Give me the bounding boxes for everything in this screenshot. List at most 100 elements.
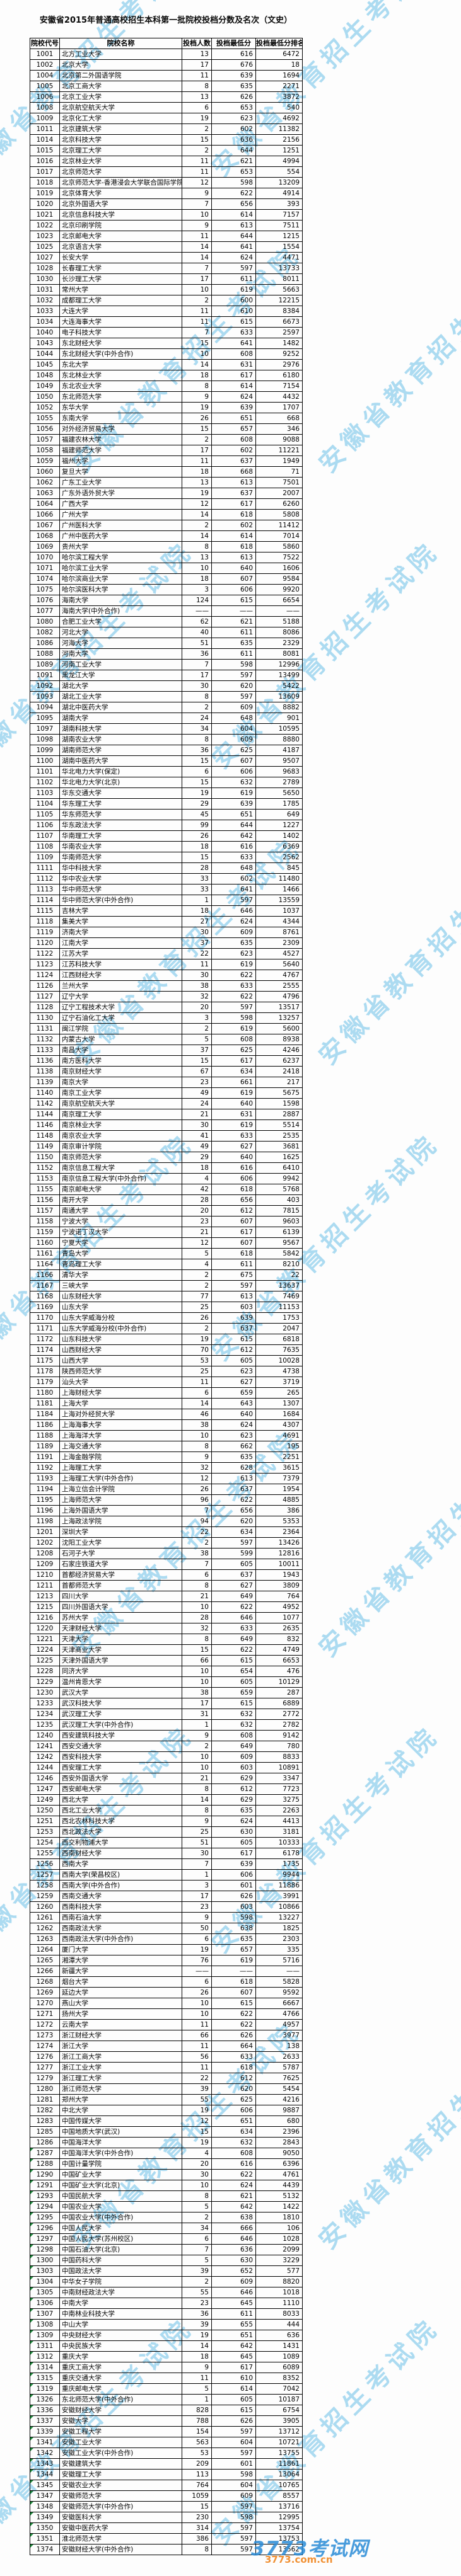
min-score-rank-cell: 1018 [255,2287,303,2298]
college-name-cell: 上海对外经贸大学 [59,1409,182,1420]
site-logo: 3773考试网 [251,2538,369,2560]
table-row: 1043 东北财经大学 15 641 1482 [30,338,303,349]
min-score-rank-cell: 2887 [255,1109,303,1120]
college-name-cell: 北京工商大学 [59,81,182,92]
admitted-count-cell: 4 [182,1259,212,1270]
table-row: 1111 华中科技大学 28 648 845 [30,862,303,874]
table-row: 1179 汕头大学 11 627 3719 [30,1377,303,1388]
table-row: 1074 哈尔滨商业大学 18 607 9584 [30,573,303,585]
min-score-rank-cell: 11221 [255,445,303,456]
college-code-cell: 1297 [30,2233,60,2245]
college-name-cell: 安徽工业大学(中外合作) [59,2447,182,2459]
table-row: 1345 安徽农业大学 764 604 10765 [30,2480,303,2491]
table-row: 1077 海南大学(中外合作) —— —— —— [30,605,303,617]
min-score-cell: 605 [211,1676,256,1688]
college-code-cell: 1094 [30,702,60,713]
table-row: 1014 北京科技大学 15 636 2156 [30,134,303,146]
admitted-count-cell: 36 [182,648,212,660]
table-row: 1178 陕西师范大学 25 623 4738 [30,1366,303,1377]
min-score-cell: 598 [211,1912,256,1923]
min-score-cell: 635 [211,1451,256,1463]
min-score-rank-cell: 6089 [255,2362,303,2373]
col-header-min-score: 投档最低分 [211,38,256,49]
admitted-count-cell: 10 [182,1666,212,1677]
college-name-cell: 湖南中医药大学 [59,755,182,767]
college-name-cell: 广西大学 [59,498,182,510]
min-score-cell: 601 [211,2458,256,2470]
admitted-count-cell: 51 [182,638,212,649]
admitted-count-cell: 19 [182,113,212,124]
admitted-count-cell: 34 [182,2223,212,2234]
college-code-cell: 1033 [30,306,60,317]
admitted-count-cell: 10 [182,563,212,574]
min-score-rank-cell: 5454 [255,2083,303,2095]
table-row: 1273 浙江财经大学 66 626 3977 [30,2030,303,2041]
college-code-cell: 1348 [30,2501,60,2512]
table-row: 1050 东北师范大学 9 624 4432 [30,391,303,403]
admitted-count-cell: 5 [182,1034,212,1045]
min-score-cell: 668 [211,466,256,478]
college-code-cell: 1281 [30,2094,60,2105]
table-row: 1282 中北大学 19 606 9887 [30,2105,303,2116]
min-score-cell: 604 [211,2480,256,2491]
table-row: 1221 天津大学 8 649 832 [30,1634,303,1645]
admitted-count-cell: 7 [182,198,212,210]
min-score-cell: 622 [211,1644,256,1656]
admitted-count-cell: 70 [182,1344,212,1356]
min-score-cell: 606 [211,1173,256,1184]
admitted-count-cell: 15 [182,777,212,788]
min-score-cell: 620 [211,1516,256,1527]
college-name-cell: 中国人民大学(苏州校区) [59,2233,182,2245]
admitted-count-cell: 13 [182,49,212,60]
min-score-rank-cell: 1215 [255,231,303,242]
college-name-cell: 西安建筑科技大学 [59,1730,182,1741]
college-code-cell: 1040 [30,327,60,338]
college-name-cell: 内蒙古大学 [59,1034,182,1045]
min-score-cell: 639 [211,70,256,81]
min-score-rank-cell: 8086 [255,627,303,638]
college-name-cell: 燕山大学 [59,1998,182,2009]
min-score-cell: 655 [211,2319,256,2330]
min-score-cell: 598 [211,177,256,188]
min-score-rank-cell: 12816 [255,1548,303,1559]
min-score-cell: 610 [211,306,256,317]
col-header-college-code: 院校代号 [30,38,60,49]
college-name-cell: 河海大学 [59,638,182,649]
table-row: 1044 东北财经大学(中外合作) 10 608 9252 [30,348,303,360]
table-row: 1208 石河子大学 38 599 12816 [30,1548,303,1559]
min-score-rank-cell: 2635 [255,1623,303,1634]
college-code-cell: 1140 [30,1087,60,1099]
min-score-rank-cell: 5860 [255,541,303,552]
min-score-cell: 617 [211,1848,256,1859]
college-code-cell: 1326 [30,2394,60,2405]
min-score-rank-cell: 3905 [255,2415,303,2427]
min-score-rank-cell: 8210 [255,1259,303,1270]
table-row: 1274 浙江大学 11 664 138 [30,2041,303,2052]
min-score-rank-cell: 6369 [255,841,303,852]
min-score-rank-cell: 3615 [255,1462,303,1474]
college-name-cell: 华中师范大学 [59,884,182,895]
admitted-count-cell: 8 [182,691,212,702]
admitted-count-cell: 15 [182,338,212,349]
college-name-cell: 江南大学 [59,937,182,949]
admitted-count-cell: 24 [182,1098,212,1109]
admitted-count-cell: 41 [182,1130,212,1142]
min-score-cell: 597 [211,2501,256,2512]
college-name-cell: 山西大学 [59,1355,182,1366]
college-code-cell: 1021 [30,209,60,220]
admitted-count-cell: 563 [182,2437,212,2448]
min-score-rank-cell: 7154 [255,381,303,392]
college-code-cell: 1274 [30,2041,60,2052]
min-score-rank-cell: 138 [255,2041,303,2052]
table-row: 1157 南通大学 20 612 7815 [30,1205,303,1216]
min-score-rank-cell: 1307 [255,1398,303,1409]
admitted-count-cell: 10 [182,1998,212,2009]
admitted-count-cell: 17 [182,273,212,285]
min-score-cell: 601 [211,1880,256,1891]
college-code-cell: 1260 [30,1901,60,1913]
min-score-rank-cell: 6410 [255,1162,303,1174]
college-name-cell: 西北农林科技大学 [59,1816,182,1827]
admitted-count-cell: 23 [182,1901,212,1913]
min-score-cell: 624 [211,252,256,263]
admitted-count-cell: 50 [182,1923,212,1934]
